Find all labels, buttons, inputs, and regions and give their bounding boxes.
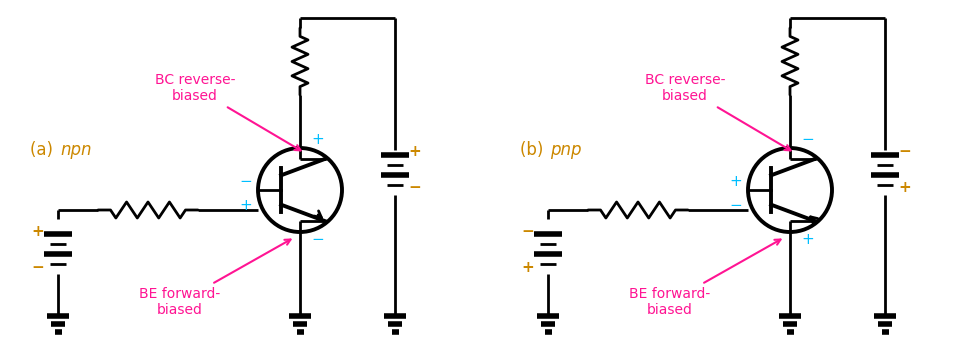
- Text: +: +: [899, 180, 912, 195]
- Text: +: +: [239, 197, 252, 212]
- Text: +: +: [311, 133, 324, 148]
- Text: BE forward-
biased: BE forward- biased: [139, 239, 291, 317]
- Text: +: +: [802, 233, 814, 248]
- Text: BC reverse-
biased: BC reverse- biased: [645, 73, 791, 150]
- Text: −: −: [409, 180, 421, 195]
- Text: +: +: [730, 175, 742, 190]
- Text: −: −: [802, 133, 814, 148]
- Text: BE forward-
biased: BE forward- biased: [630, 239, 780, 317]
- Text: +: +: [32, 223, 45, 238]
- Text: −: −: [239, 175, 252, 190]
- Text: −: −: [32, 260, 45, 275]
- Text: (a): (a): [30, 141, 58, 159]
- Text: BC reverse-
biased: BC reverse- biased: [155, 73, 301, 150]
- Text: npn: npn: [60, 141, 91, 159]
- Text: −: −: [522, 223, 534, 238]
- Text: −: −: [730, 197, 742, 212]
- Text: +: +: [409, 145, 421, 160]
- Text: −: −: [311, 233, 324, 248]
- Text: (b): (b): [520, 141, 549, 159]
- Text: +: +: [522, 260, 534, 275]
- Text: −: −: [899, 145, 912, 160]
- Text: pnp: pnp: [550, 141, 582, 159]
